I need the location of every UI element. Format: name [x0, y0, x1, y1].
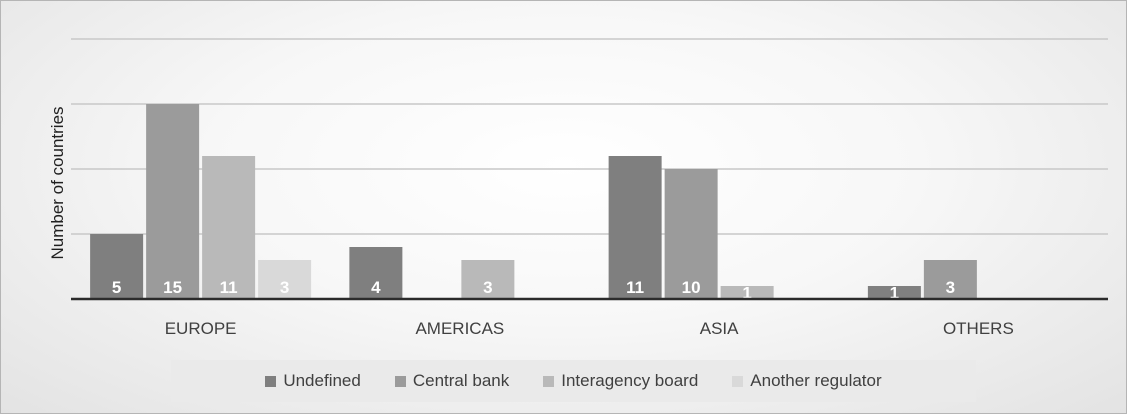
bar-data-label: 11 [220, 278, 238, 297]
bar [258, 260, 312, 299]
bar [146, 104, 200, 299]
bar [608, 156, 662, 299]
x-tick-label: EUROPE [165, 319, 237, 338]
bar-data-label: 1 [890, 284, 899, 303]
bar-data-label: 5 [112, 278, 121, 297]
legend-item: Another regulator [732, 371, 882, 391]
bar [923, 260, 977, 299]
bar [720, 286, 774, 299]
legend-label: Undefined [283, 371, 361, 390]
bar [664, 169, 718, 299]
y-axis-title: Number of countries [48, 106, 67, 259]
bar [867, 286, 921, 299]
x-tick-label: OTHERS [943, 319, 1014, 338]
legend-item: Undefined [265, 371, 361, 391]
x-tick-label: ASIA [700, 319, 739, 338]
legend-label: Another regulator [750, 371, 882, 390]
legend-swatch [394, 375, 406, 387]
bar [202, 156, 256, 299]
bar [90, 234, 144, 299]
legend-swatch [732, 375, 744, 387]
bar-data-label: 3 [280, 278, 289, 297]
legend-label: Central bank [412, 371, 510, 390]
bar-data-label: 11 [626, 278, 644, 297]
legend: Undefined Central bank Interagency board An… [171, 360, 976, 402]
bar-data-label: 3 [483, 278, 492, 297]
bar [349, 247, 403, 299]
legend-swatch [265, 375, 277, 387]
bar-data-label: 1 [742, 284, 751, 303]
bar-data-label: 3 [946, 278, 955, 297]
legend-label: Interagency board [561, 371, 699, 390]
bar [461, 260, 515, 299]
legend-swatch [543, 375, 555, 387]
bar-data-label: 15 [163, 278, 182, 297]
legend-item: Interagency board [543, 371, 698, 391]
bar-data-label: 4 [371, 278, 381, 297]
x-tick-label: AMERICAS [415, 319, 504, 338]
legend-item: Central bank [394, 371, 510, 391]
bar-data-label: 10 [682, 278, 701, 297]
